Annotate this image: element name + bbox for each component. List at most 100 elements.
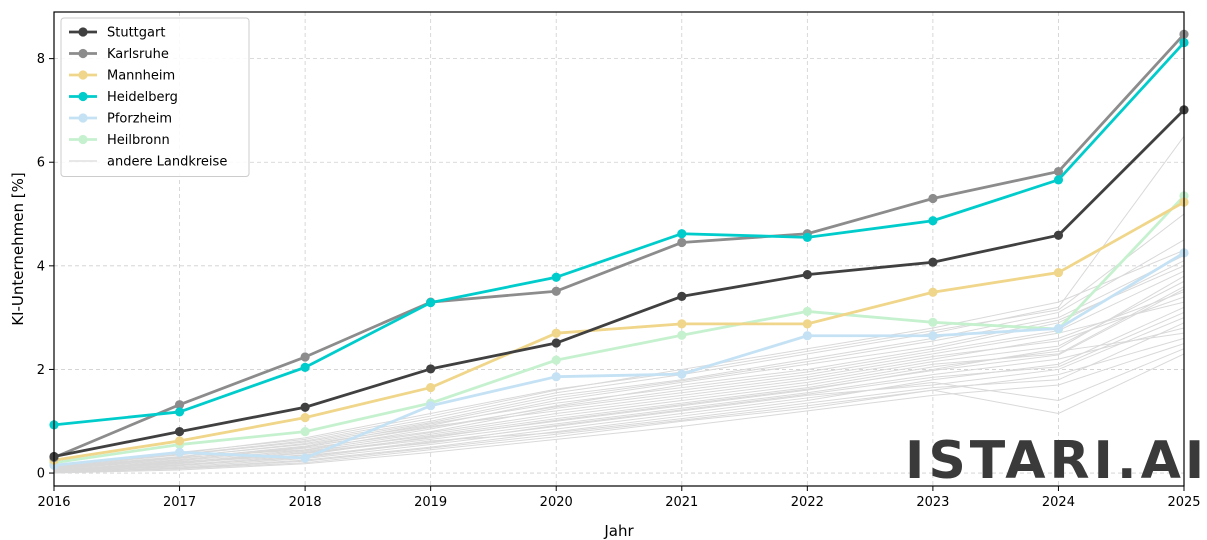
data-point (677, 319, 687, 329)
x-tick-label: 2021 (665, 495, 698, 510)
legend-item: Pforzheim (69, 112, 172, 127)
data-point (928, 287, 938, 297)
data-point (551, 372, 561, 382)
legend-swatch-marker (78, 134, 88, 145)
legend-swatch-marker (78, 70, 88, 80)
data-point (1053, 166, 1064, 177)
x-tick-label: 2016 (37, 495, 70, 510)
data-point (1053, 323, 1064, 334)
x-tick-label: 2023 (916, 495, 949, 510)
data-point (802, 331, 812, 341)
series-heidelberg (49, 37, 1189, 430)
data-point (300, 413, 310, 423)
data-point (300, 362, 310, 372)
other-series-line (54, 288, 1184, 472)
x-tick-label: 2019 (414, 495, 447, 510)
x-tick-label: 2020 (540, 495, 573, 510)
data-point (174, 407, 185, 417)
other-series-line (54, 332, 1184, 471)
other-series-lines (54, 136, 1184, 474)
data-point (551, 355, 561, 365)
other-series-line (54, 343, 1184, 474)
legend: Stuttgart Karlsruhe Mannheim Heidelberg Pfor… (60, 17, 250, 177)
other-series-line (54, 322, 1184, 473)
legend-item: Mannheim (69, 69, 175, 84)
legend-item: Heilbronn (69, 133, 170, 148)
y-axis-ticks: 0 2 4 6 8 (37, 52, 54, 482)
legend-item: Karlsruhe (69, 47, 169, 62)
data-point (677, 237, 687, 248)
data-point (802, 306, 812, 317)
data-point (426, 298, 436, 308)
legend-box (60, 17, 250, 177)
legend-swatch-marker (78, 48, 88, 59)
other-series-line (54, 327, 1184, 471)
y-tick-label: 2 (37, 363, 45, 378)
legend-label: Pforzheim (107, 112, 172, 127)
other-series-line (54, 312, 1184, 472)
data-point (300, 402, 310, 412)
legend-label: Stuttgart (107, 26, 165, 41)
series-line (53, 251, 1185, 467)
logo-text: ISTARI.AI (905, 431, 1207, 491)
legend-item: andere Landkreise (69, 155, 227, 170)
data-point (928, 216, 938, 226)
y-tick-label: 8 (37, 52, 45, 67)
data-point (300, 352, 310, 362)
data-point (677, 369, 687, 379)
other-series-line (54, 348, 1184, 472)
data-point (677, 229, 687, 239)
data-point (1053, 230, 1064, 240)
series-line (53, 41, 1186, 427)
series-line (53, 33, 1186, 459)
data-point (300, 453, 310, 463)
data-point (802, 270, 812, 280)
y-tick-label: 4 (37, 259, 45, 274)
data-point (426, 364, 436, 374)
legend-label: andere Landkreise (107, 155, 227, 170)
data-point (174, 427, 185, 437)
data-point (1053, 267, 1064, 278)
x-axis-ticks: 2016 2017 2018 2019 2020 2021 2022 2023 2024 2025 (37, 486, 1201, 510)
data-point (928, 331, 938, 341)
other-series-line (54, 213, 1184, 467)
data-point (426, 382, 436, 393)
legend-label: Heilbronn (107, 133, 170, 148)
plot-frame (53, 11, 1185, 487)
data-point (928, 317, 938, 327)
x-tick-label: 2022 (791, 495, 824, 510)
legend-item: Stuttgart (69, 26, 165, 41)
data-point (551, 272, 561, 282)
legend-swatch-marker (78, 91, 88, 102)
legend-label: Karlsruhe (107, 47, 169, 62)
data-point (174, 436, 185, 446)
legend-item: Heidelberg (69, 90, 178, 105)
legend-label: Heidelberg (107, 90, 178, 105)
data-point (677, 291, 687, 301)
x-tick-label: 2025 (1167, 495, 1200, 510)
other-series-line (54, 301, 1184, 470)
data-point (928, 193, 938, 204)
data-point (174, 447, 185, 457)
series-line (53, 194, 1186, 465)
y-axis-label: KI-Unternehmen [%] (9, 172, 27, 326)
x-tick-label: 2018 (289, 495, 322, 510)
series-line (53, 108, 1185, 458)
data-point (551, 328, 561, 338)
other-series-line (54, 255, 1184, 469)
data-point (426, 401, 436, 411)
data-point (174, 400, 185, 410)
legend-label: Mannheim (107, 69, 175, 84)
data-point (551, 286, 561, 296)
data-point (677, 330, 687, 340)
series-line (53, 200, 1185, 462)
data-point (928, 257, 938, 267)
legend-swatch-marker (78, 27, 88, 37)
legend-swatch-marker (78, 113, 88, 123)
y-tick-label: 0 (37, 467, 45, 482)
data-point (1053, 175, 1064, 185)
y-tick-label: 6 (37, 156, 45, 171)
series-pforzheim (49, 248, 1189, 470)
other-series-line (54, 353, 1184, 474)
